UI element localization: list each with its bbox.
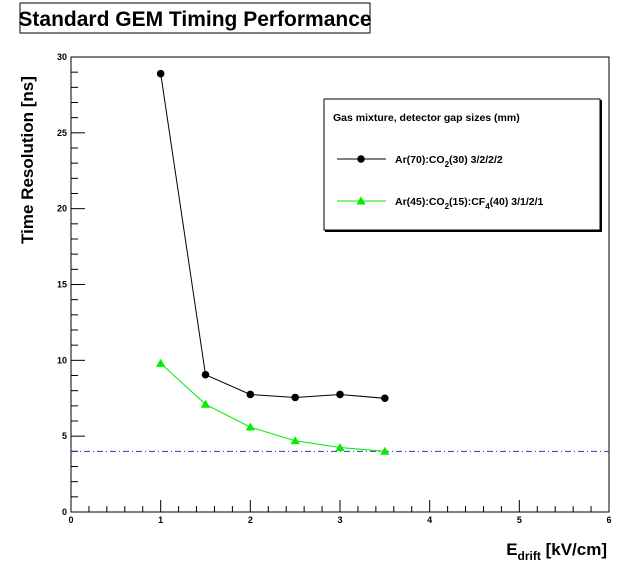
axis-ticks: 0 1 2 3 4 5 6 0 5 10 15 20 25 30 xyxy=(57,52,612,525)
data-point xyxy=(381,394,389,403)
data-point xyxy=(380,446,390,455)
x-tick-label: 2 xyxy=(248,515,253,525)
series-group xyxy=(156,69,390,455)
y-tick-label: 5 xyxy=(62,431,67,441)
x-tick-label: 5 xyxy=(517,515,522,525)
x-tick-label: 3 xyxy=(337,515,342,525)
data-point xyxy=(156,69,165,78)
chart-title: Standard GEM Timing Performance xyxy=(18,8,371,31)
y-tick-label: 0 xyxy=(62,507,67,517)
y-tick-label: 25 xyxy=(57,128,67,138)
x-axis-title: Edrift [kV/cm] xyxy=(506,540,607,563)
y-tick-label: 30 xyxy=(57,52,67,62)
x-tick-label: 1 xyxy=(158,515,163,525)
data-point xyxy=(245,422,255,431)
data-point xyxy=(201,370,210,379)
data-point xyxy=(335,442,345,451)
legend-label: Ar(45):CO2(15):CF4(40) 3/1/2/1 xyxy=(395,196,544,211)
data-point xyxy=(290,436,300,445)
legend-marker xyxy=(356,196,366,205)
data-point xyxy=(200,399,211,408)
y-tick-label: 15 xyxy=(57,280,67,290)
y-tick-label: 10 xyxy=(57,355,67,365)
data-point xyxy=(246,390,255,399)
legend-label: Ar(70):CO2(30) 3/2/2/2 xyxy=(395,154,503,169)
legend-marker xyxy=(357,155,365,163)
legend-title: Gas mixture, detector gap sizes (mm) xyxy=(333,112,520,124)
series-line-1 xyxy=(160,73,385,399)
y-tick-label: 20 xyxy=(57,204,67,214)
x-tick-label: 4 xyxy=(427,515,432,525)
data-point xyxy=(156,358,166,367)
legend: Gas mixture, detector gap sizes (mm) Ar(… xyxy=(323,98,602,232)
x-tick-label: 6 xyxy=(606,515,611,525)
data-point xyxy=(291,393,299,402)
y-axis-title: Time Resolution [ns] xyxy=(18,76,37,244)
data-point xyxy=(336,390,344,399)
x-tick-label: 0 xyxy=(68,515,73,525)
series-line-2 xyxy=(160,363,385,452)
title-box xyxy=(19,2,371,34)
